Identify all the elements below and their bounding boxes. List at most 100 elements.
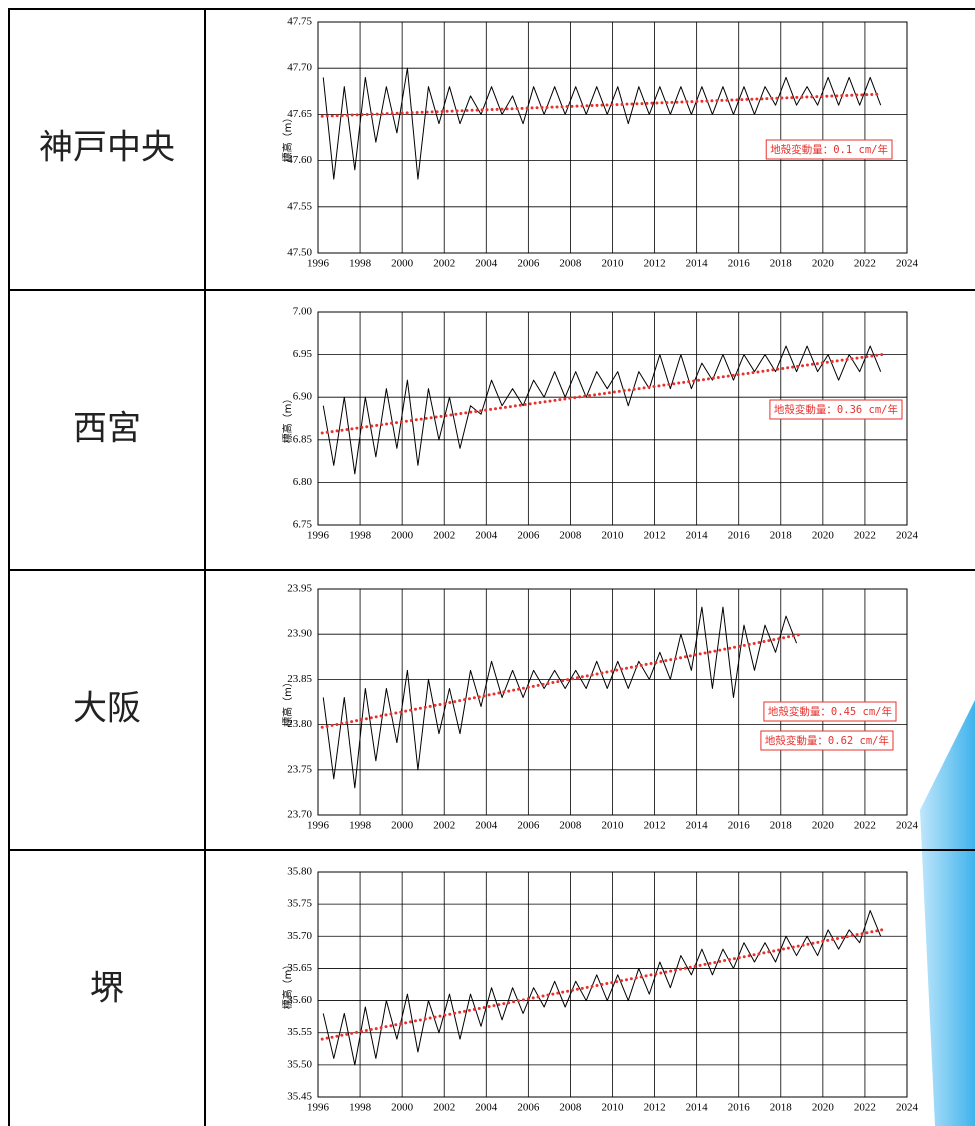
x-tick-label: 2004 bbox=[475, 820, 498, 832]
y-tick-label: 6.80 bbox=[293, 476, 313, 488]
x-tick-label: 2006 bbox=[517, 820, 540, 832]
x-tick-label: 2014 bbox=[686, 1102, 709, 1114]
page: 神戸中央西宮大阪堺47.5047.5547.6047.6547.7047.751… bbox=[0, 0, 975, 1126]
y-tick-label: 23.90 bbox=[287, 628, 312, 640]
annotation: 地殻変動量：0.62 cm/年 bbox=[765, 734, 889, 747]
x-tick-label: 2024 bbox=[896, 820, 919, 832]
x-tick-label: 1996 bbox=[307, 820, 330, 832]
y-tick-label: 35.55 bbox=[287, 1026, 312, 1038]
x-tick-label: 2000 bbox=[391, 820, 414, 832]
x-tick-label: 2024 bbox=[896, 1102, 919, 1114]
x-tick-label: 2000 bbox=[391, 258, 414, 270]
y-axis-label: 標高（m） bbox=[281, 113, 294, 163]
x-tick-label: 2018 bbox=[770, 820, 793, 832]
x-tick-label: 2012 bbox=[644, 1102, 666, 1114]
x-tick-label: 2020 bbox=[812, 820, 835, 832]
x-tick-label: 2012 bbox=[644, 820, 666, 832]
y-tick-label: 6.90 bbox=[293, 391, 313, 403]
x-tick-label: 2012 bbox=[644, 530, 666, 542]
trend-line bbox=[322, 94, 882, 116]
x-tick-label: 2022 bbox=[854, 1102, 876, 1114]
x-tick-label: 1998 bbox=[349, 530, 372, 542]
x-tick-label: 2016 bbox=[728, 530, 751, 542]
x-tick-label: 2002 bbox=[433, 258, 455, 270]
x-tick-label: 2010 bbox=[602, 1102, 625, 1114]
x-tick-label: 2006 bbox=[517, 530, 540, 542]
x-tick-label: 2022 bbox=[854, 530, 876, 542]
x-tick-label: 2010 bbox=[602, 258, 625, 270]
x-tick-label: 2006 bbox=[517, 1102, 540, 1114]
y-tick-label: 47.55 bbox=[287, 200, 312, 212]
x-tick-label: 2016 bbox=[728, 1102, 751, 1114]
x-tick-label: 2008 bbox=[559, 1102, 582, 1114]
x-tick-label: 2008 bbox=[559, 258, 582, 270]
y-tick-label: 35.75 bbox=[287, 898, 312, 910]
x-tick-label: 2016 bbox=[728, 820, 751, 832]
x-tick-label: 2000 bbox=[391, 1102, 414, 1114]
x-tick-label: 2016 bbox=[728, 258, 751, 270]
x-tick-label: 2010 bbox=[602, 530, 625, 542]
x-tick-label: 2014 bbox=[686, 820, 709, 832]
x-tick-label: 2006 bbox=[517, 258, 540, 270]
x-tick-label: 2022 bbox=[854, 820, 876, 832]
row-label: 堺 bbox=[90, 969, 124, 1009]
annotation: 地殻変動量：0.36 cm/年 bbox=[774, 403, 898, 416]
y-tick-label: 23.95 bbox=[287, 583, 312, 595]
row-label: 神戸中央 bbox=[39, 128, 175, 168]
x-tick-label: 2004 bbox=[475, 258, 498, 270]
data-line bbox=[323, 911, 880, 1065]
x-tick-label: 1998 bbox=[349, 1102, 372, 1114]
x-tick-label: 2024 bbox=[896, 530, 919, 542]
trend-line bbox=[322, 930, 882, 1039]
x-tick-label: 2008 bbox=[559, 820, 582, 832]
x-tick-label: 1996 bbox=[307, 530, 330, 542]
y-tick-label: 6.95 bbox=[293, 348, 313, 360]
x-tick-label: 2000 bbox=[391, 530, 414, 542]
x-tick-label: 2018 bbox=[770, 258, 793, 270]
x-tick-label: 2018 bbox=[770, 530, 793, 542]
x-tick-label: 2004 bbox=[475, 1102, 498, 1114]
y-tick-label: 35.80 bbox=[287, 866, 312, 878]
trend-line bbox=[322, 634, 802, 727]
annotation: 地殻変動量：0.1 cm/年 bbox=[770, 143, 888, 156]
data-line bbox=[323, 68, 880, 179]
x-tick-label: 2012 bbox=[644, 258, 666, 270]
charts: 神戸中央西宮大阪堺47.5047.5547.6047.6547.7047.751… bbox=[39, 16, 919, 1114]
y-tick-label: 35.50 bbox=[287, 1058, 312, 1070]
x-tick-label: 2020 bbox=[812, 258, 835, 270]
x-tick-label: 1998 bbox=[349, 820, 372, 832]
y-axis-label: 標高（m） bbox=[281, 394, 294, 444]
y-tick-label: 23.75 bbox=[287, 763, 312, 775]
decoration bbox=[920, 700, 975, 1126]
x-tick-label: 2002 bbox=[433, 820, 455, 832]
x-tick-label: 1996 bbox=[307, 1102, 330, 1114]
x-tick-label: 2014 bbox=[686, 530, 709, 542]
x-tick-label: 2010 bbox=[602, 820, 625, 832]
y-tick-label: 35.70 bbox=[287, 930, 312, 942]
table-lines bbox=[8, 8, 975, 1126]
x-tick-label: 2002 bbox=[433, 530, 455, 542]
y-axis-label: 標高（m） bbox=[281, 960, 294, 1010]
y-axis-label: 標高（m） bbox=[281, 677, 294, 727]
annotation: 地殻変動量：0.45 cm/年 bbox=[768, 705, 892, 718]
x-tick-label: 2020 bbox=[812, 1102, 835, 1114]
y-tick-label: 47.75 bbox=[287, 16, 312, 28]
x-tick-label: 2018 bbox=[770, 1102, 793, 1114]
x-tick-label: 1996 bbox=[307, 258, 330, 270]
row-label: 大阪 bbox=[73, 689, 141, 729]
x-tick-label: 2022 bbox=[854, 258, 876, 270]
x-tick-label: 2020 bbox=[812, 530, 835, 542]
y-tick-label: 47.70 bbox=[287, 62, 312, 74]
row-label: 西宮 bbox=[73, 409, 141, 449]
x-tick-label: 2014 bbox=[686, 258, 709, 270]
y-tick-label: 7.00 bbox=[293, 306, 313, 318]
y-tick-label: 6.85 bbox=[293, 433, 313, 445]
x-tick-label: 1998 bbox=[349, 258, 372, 270]
x-tick-label: 2024 bbox=[896, 258, 919, 270]
x-tick-label: 2002 bbox=[433, 1102, 455, 1114]
x-tick-label: 2004 bbox=[475, 530, 498, 542]
trend-line bbox=[322, 355, 882, 433]
